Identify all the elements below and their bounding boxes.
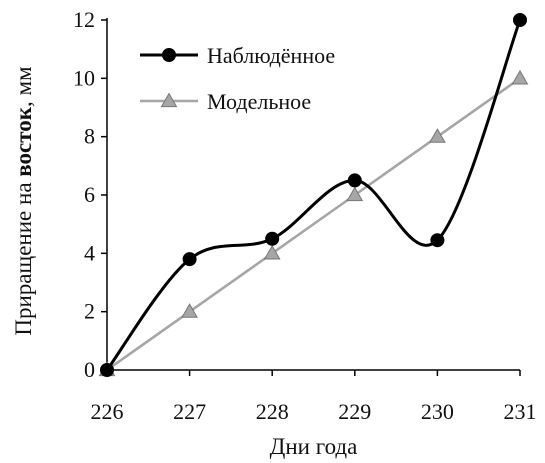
series-layer: [98, 13, 529, 377]
legend: Наблюдённое Модельное: [140, 43, 335, 114]
data-point: [182, 252, 197, 267]
data-point: [429, 128, 446, 143]
x-axis-title: Дни года: [270, 434, 358, 459]
y-tick-label: 6: [84, 182, 95, 207]
y-tick-label: 12: [73, 7, 95, 32]
y-axis-title-prefix: Приращение на: [11, 177, 36, 336]
series-observed: [100, 13, 527, 377]
data-point: [511, 69, 529, 85]
y-tick-label: 10: [73, 65, 95, 90]
data-point: [263, 244, 281, 260]
y-axis-title-suffix: , мм: [11, 66, 36, 107]
y-axis-title-bold: восток: [11, 106, 36, 176]
legend-item: Модельное: [140, 89, 311, 114]
axes: 0 2 4 6 8 10 12 226 227 228 229 230 231: [73, 7, 537, 424]
x-tick-label: 231: [504, 399, 537, 424]
data-point: [347, 173, 362, 188]
x-tick-label: 227: [173, 399, 206, 424]
x-tick-label: 229: [338, 399, 371, 424]
legend-label: Наблюдённое: [207, 43, 335, 68]
x-tick-label: 228: [256, 399, 289, 424]
y-tick-label: 0: [84, 357, 95, 382]
data-point: [265, 231, 280, 246]
y-tick-label: 2: [84, 299, 95, 324]
legend-marker: [162, 48, 176, 62]
data-point: [430, 233, 445, 248]
legend-marker: [160, 92, 178, 108]
legend-item: Наблюдённое: [140, 43, 335, 68]
y-axis-title: Приращение на восток, мм: [11, 66, 36, 336]
axis-labels: Дни года Приращение на восток, мм: [11, 66, 357, 459]
y-tick-label: 4: [84, 240, 95, 265]
legend-label: Модельное: [207, 89, 311, 114]
series-model: [98, 69, 529, 377]
data-point: [346, 186, 364, 202]
series-line: [106, 77, 521, 372]
x-tick-label: 230: [421, 399, 454, 424]
series-line: [105, 19, 522, 371]
data-point: [100, 363, 114, 377]
data-point: [181, 303, 198, 318]
data-point: [513, 13, 527, 27]
y-tick-label: 8: [84, 124, 95, 149]
x-tick-label: 226: [91, 399, 124, 424]
